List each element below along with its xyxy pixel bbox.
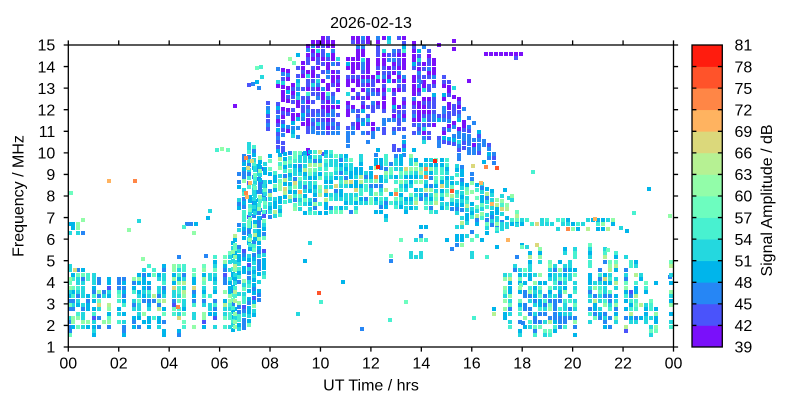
svg-text:11: 11 (39, 124, 56, 141)
svg-text:04: 04 (160, 356, 178, 373)
svg-text:16: 16 (463, 356, 481, 373)
svg-text:14: 14 (412, 356, 430, 373)
svg-text:06: 06 (211, 356, 229, 373)
svg-text:7: 7 (46, 210, 55, 227)
svg-text:10: 10 (38, 146, 56, 163)
svg-text:63: 63 (735, 167, 753, 184)
svg-text:4: 4 (46, 275, 55, 292)
svg-text:13: 13 (38, 81, 56, 98)
svg-text:Signal Amplitude / dB: Signal Amplitude / dB (759, 124, 776, 276)
svg-text:45: 45 (735, 297, 753, 314)
svg-text:78: 78 (735, 59, 753, 76)
svg-text:Frequency / MHz: Frequency / MHz (11, 135, 28, 257)
svg-text:00: 00 (665, 356, 683, 373)
svg-text:51: 51 (735, 253, 753, 270)
svg-text:60: 60 (735, 189, 753, 206)
svg-text:81: 81 (735, 38, 753, 55)
svg-text:75: 75 (735, 81, 753, 98)
svg-text:6: 6 (46, 232, 55, 249)
svg-text:22: 22 (614, 356, 632, 373)
svg-text:08: 08 (261, 356, 279, 373)
svg-text:5: 5 (46, 253, 55, 270)
svg-text:2026-02-13: 2026-02-13 (330, 15, 412, 32)
svg-text:12: 12 (38, 102, 56, 119)
svg-text:10: 10 (312, 356, 330, 373)
svg-text:18: 18 (513, 356, 531, 373)
svg-text:48: 48 (735, 275, 753, 292)
svg-text:9: 9 (46, 167, 55, 184)
svg-text:00: 00 (59, 356, 77, 373)
svg-text:02: 02 (110, 356, 128, 373)
svg-text:8: 8 (46, 189, 55, 206)
svg-text:14: 14 (38, 59, 56, 76)
svg-text:42: 42 (735, 318, 753, 335)
svg-text:72: 72 (735, 102, 753, 119)
svg-text:12: 12 (362, 356, 380, 373)
svg-text:UT Time / hrs: UT Time / hrs (323, 378, 419, 395)
svg-text:15: 15 (38, 38, 56, 55)
svg-text:39: 39 (735, 340, 753, 357)
svg-text:2: 2 (46, 318, 55, 335)
svg-text:20: 20 (564, 356, 582, 373)
svg-text:1: 1 (46, 340, 55, 357)
svg-text:66: 66 (735, 146, 753, 163)
svg-text:54: 54 (735, 232, 753, 249)
svg-text:69: 69 (735, 124, 753, 141)
svg-text:3: 3 (46, 297, 55, 314)
svg-text:57: 57 (735, 210, 753, 227)
